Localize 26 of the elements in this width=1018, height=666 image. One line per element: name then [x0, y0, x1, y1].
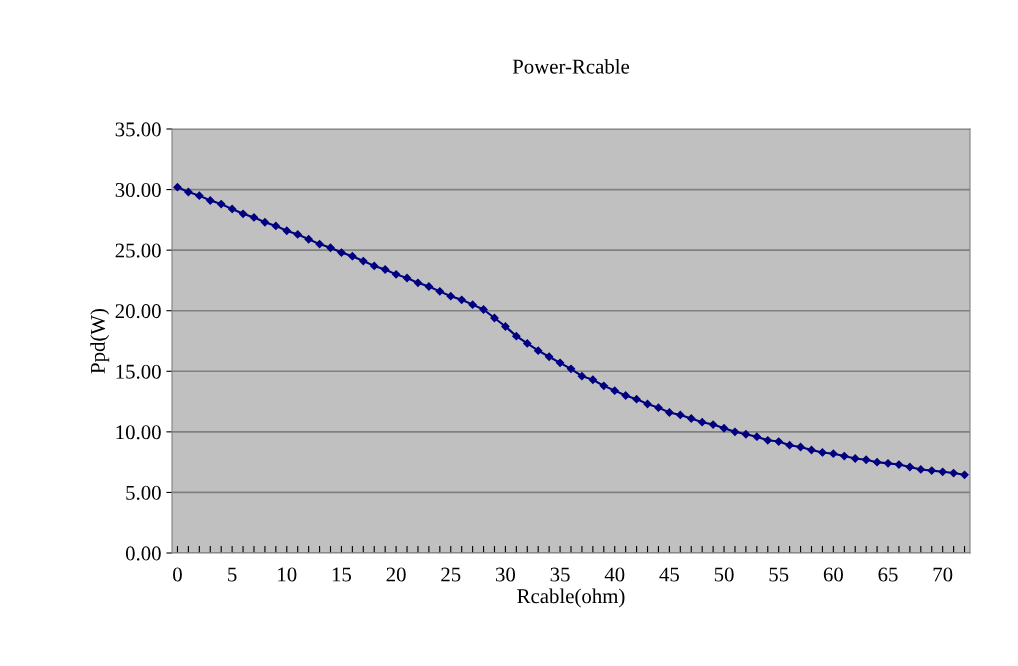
x-tick-label: 50: [714, 567, 734, 582]
x-tick-label: 40: [604, 567, 625, 582]
x-tick-label: 60: [823, 567, 843, 582]
x-tick-label: 70: [933, 567, 953, 582]
y-tick-label: 5.00: [126, 485, 161, 500]
y-tick-label: 35.00: [115, 122, 161, 137]
x-tick-label: 10: [278, 567, 297, 582]
x-tick-label: 0: [173, 567, 182, 582]
x-axis-title: Rcable(ohm): [517, 588, 625, 608]
x-tick-label: 65: [878, 567, 898, 582]
y-tick-label: 30.00: [115, 182, 161, 198]
x-tick-label: 20: [386, 567, 406, 582]
x-tick-label: 5: [228, 567, 237, 582]
y-tick-label: 25.00: [115, 243, 161, 258]
y-tick-label: 15.00: [116, 364, 161, 379]
y-axis-title: Ppd(W): [90, 308, 110, 374]
y-tick-label: 0.00: [125, 546, 161, 561]
y-tick-label: 10.00: [116, 425, 161, 440]
x-tick-label: 15: [332, 567, 352, 582]
x-tick-label: 45: [659, 567, 679, 582]
y-tick-label: 20.00: [115, 304, 161, 319]
x-tick-label: 30: [495, 567, 516, 582]
x-tick-label: 35: [550, 567, 570, 582]
x-tick-label: 25: [441, 567, 461, 582]
x-tick-label: 55: [769, 567, 789, 582]
chart-title: Power-Rcable: [512, 58, 630, 74]
